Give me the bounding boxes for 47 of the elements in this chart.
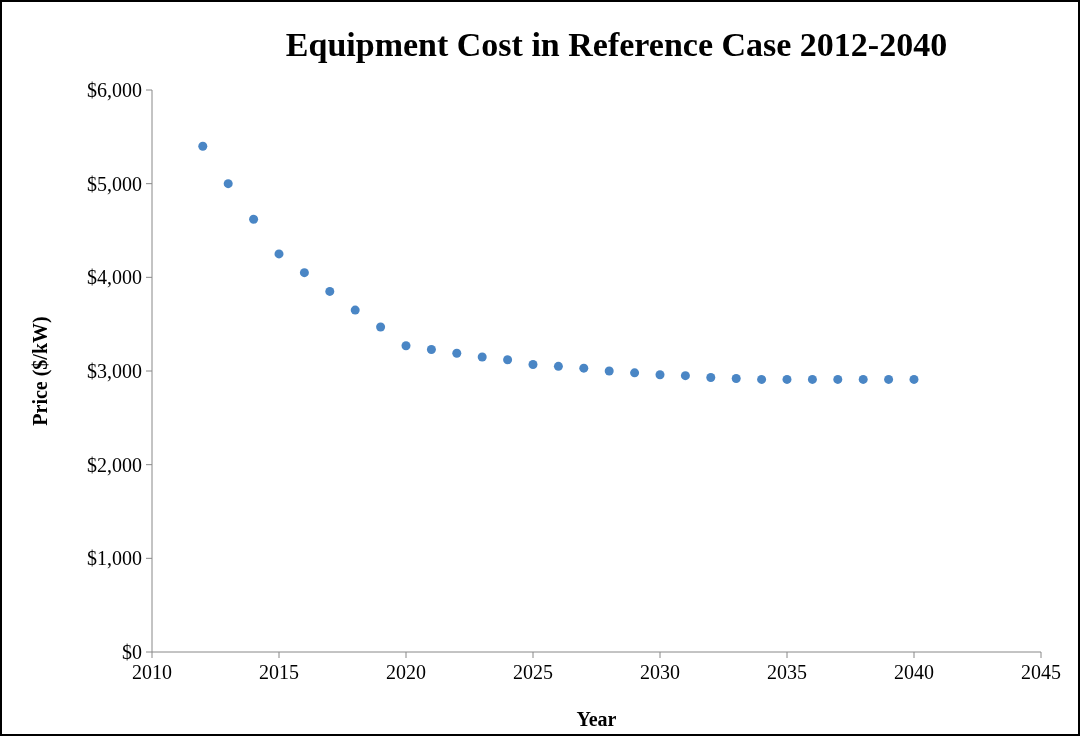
y-tick-label: $6,000 [87,79,142,101]
x-tick-label: 2010 [132,661,172,683]
x-tick-label: 2040 [894,661,934,683]
point [350,305,360,315]
y-axis-title: Price ($/kW) [29,316,52,426]
x-tick-label: 2045 [1021,661,1061,683]
point [757,374,767,384]
point [807,374,817,384]
point [376,322,386,332]
point [503,355,513,365]
point [325,286,335,296]
point [426,344,436,354]
x-tick-label: 2035 [767,661,807,683]
point [299,268,309,278]
point [452,348,462,358]
point [401,341,411,351]
y-tick-label: $4,000 [87,266,142,289]
y-tick-label: $3,000 [87,360,142,382]
chart-title: Equipment Cost in Reference Case 2012-2040 [285,26,948,63]
point [706,373,716,383]
x-tick-label: 2015 [259,661,299,683]
point [604,366,614,376]
point [528,359,538,369]
point [731,373,741,383]
point [909,374,919,384]
y-tick-label: $5,000 [87,172,142,195]
point [833,374,843,384]
point [579,363,589,373]
point [782,374,792,384]
point [680,371,690,381]
point [198,141,208,151]
x-axis-title: Year [576,708,617,730]
y-tick-label: $2,000 [87,453,142,476]
point [884,374,894,384]
point [630,368,640,378]
x-tick-label: 2030 [640,661,680,683]
point [249,214,259,224]
point [477,352,487,362]
y-tick-label: $1,000 [87,547,142,570]
point [274,249,284,259]
point [223,179,233,189]
point [553,361,563,371]
point [655,370,665,380]
y-tick-label: $0 [122,641,142,663]
x-tick-label: 2020 [386,661,426,683]
point [858,374,868,384]
x-tick-label: 2025 [513,661,553,683]
